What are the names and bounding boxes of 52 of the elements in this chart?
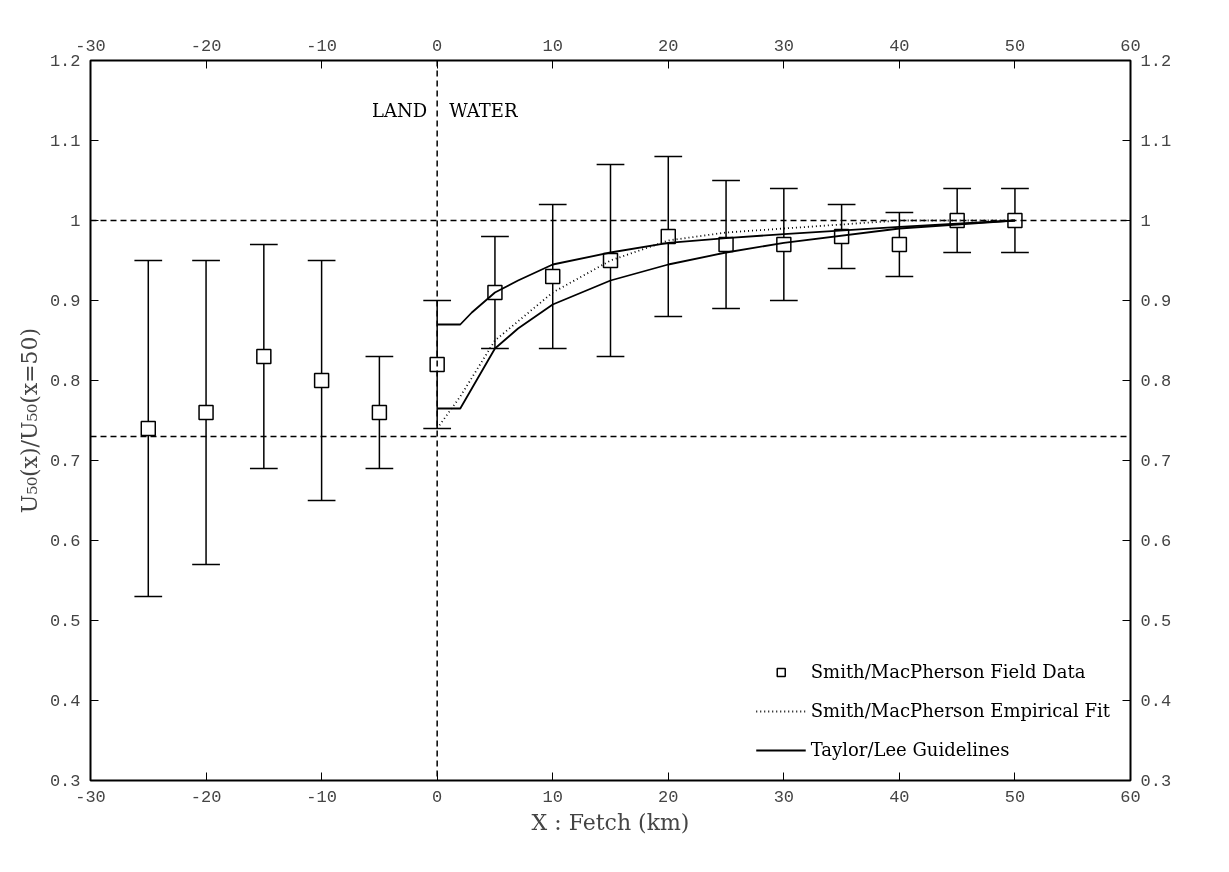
point	[313, 372, 330, 389]
y2-tick-label: 0.6	[1140, 532, 1172, 551]
y2-tick-label: 0.7	[1140, 452, 1172, 471]
x-tick-label: 30	[773, 36, 795, 56]
y2-tick-label: 0.8	[1140, 372, 1172, 391]
x2-tick-label: 40	[889, 787, 910, 807]
x2-tick-label: 60	[1120, 787, 1141, 807]
point	[371, 404, 388, 421]
x2-tick-label: -20	[190, 787, 222, 807]
x2-tick-label: -10	[306, 787, 337, 807]
point	[1007, 212, 1023, 229]
y2-tick-label: 0.9	[1140, 292, 1172, 311]
y2-tick-label: 1.2	[1140, 52, 1172, 71]
legend-label: Smith/MacPherson Empirical Fit	[810, 700, 1110, 721]
x2-tick-label: 10	[542, 787, 563, 807]
point	[256, 348, 272, 365]
x-tick-label: 20	[658, 36, 679, 56]
point	[891, 236, 908, 253]
y-tick-label: 0.6	[49, 532, 81, 551]
x-tick-label: 0	[432, 36, 443, 56]
y2-tick-label: 1.1	[1140, 132, 1172, 151]
annotation: WATER	[449, 99, 518, 121]
y-tick-label: 1	[70, 212, 81, 231]
y-tick-label: 0.5	[49, 612, 81, 631]
x-axis-title: X : Fetch (km)	[531, 809, 690, 835]
x-tick-label: -10	[306, 36, 337, 56]
y-tick-label: 0.8	[49, 372, 81, 391]
x-tick-label: 50	[1004, 36, 1026, 56]
x-tick-label: 40	[889, 36, 910, 56]
point	[429, 356, 445, 373]
x2-tick-label: 20	[658, 787, 679, 807]
x-tick-label: 10	[542, 36, 563, 56]
y-tick-label: 0.4	[49, 692, 81, 711]
x-tick-label: 60	[1120, 36, 1141, 56]
y2-tick-label: 0.5	[1140, 612, 1172, 631]
annotation: LAND	[372, 99, 428, 121]
y-tick-label: 0.9	[49, 292, 81, 311]
y-tick-label: 1.1	[49, 132, 81, 151]
point	[198, 404, 214, 421]
y2-tick-label: 0.4	[1140, 692, 1172, 711]
point	[544, 268, 561, 285]
y2-tick-label: 1	[1140, 212, 1151, 231]
legend-label: Smith/MacPherson Field Data	[810, 661, 1086, 682]
y-axis-title: U₅₀(x)/U₅₀(x=50)	[16, 327, 42, 514]
point	[140, 420, 157, 437]
x2-tick-label: 0	[432, 787, 443, 807]
legend-label: Taylor/Lee Guidelines	[810, 739, 1010, 760]
x-tick-label: -20	[190, 36, 222, 56]
y-tick-label: 0.7	[49, 452, 81, 471]
x2-tick-label: 50	[1004, 787, 1026, 807]
x2-tick-label: 30	[773, 787, 795, 807]
y2-tick-label: 0.3	[1140, 772, 1172, 791]
